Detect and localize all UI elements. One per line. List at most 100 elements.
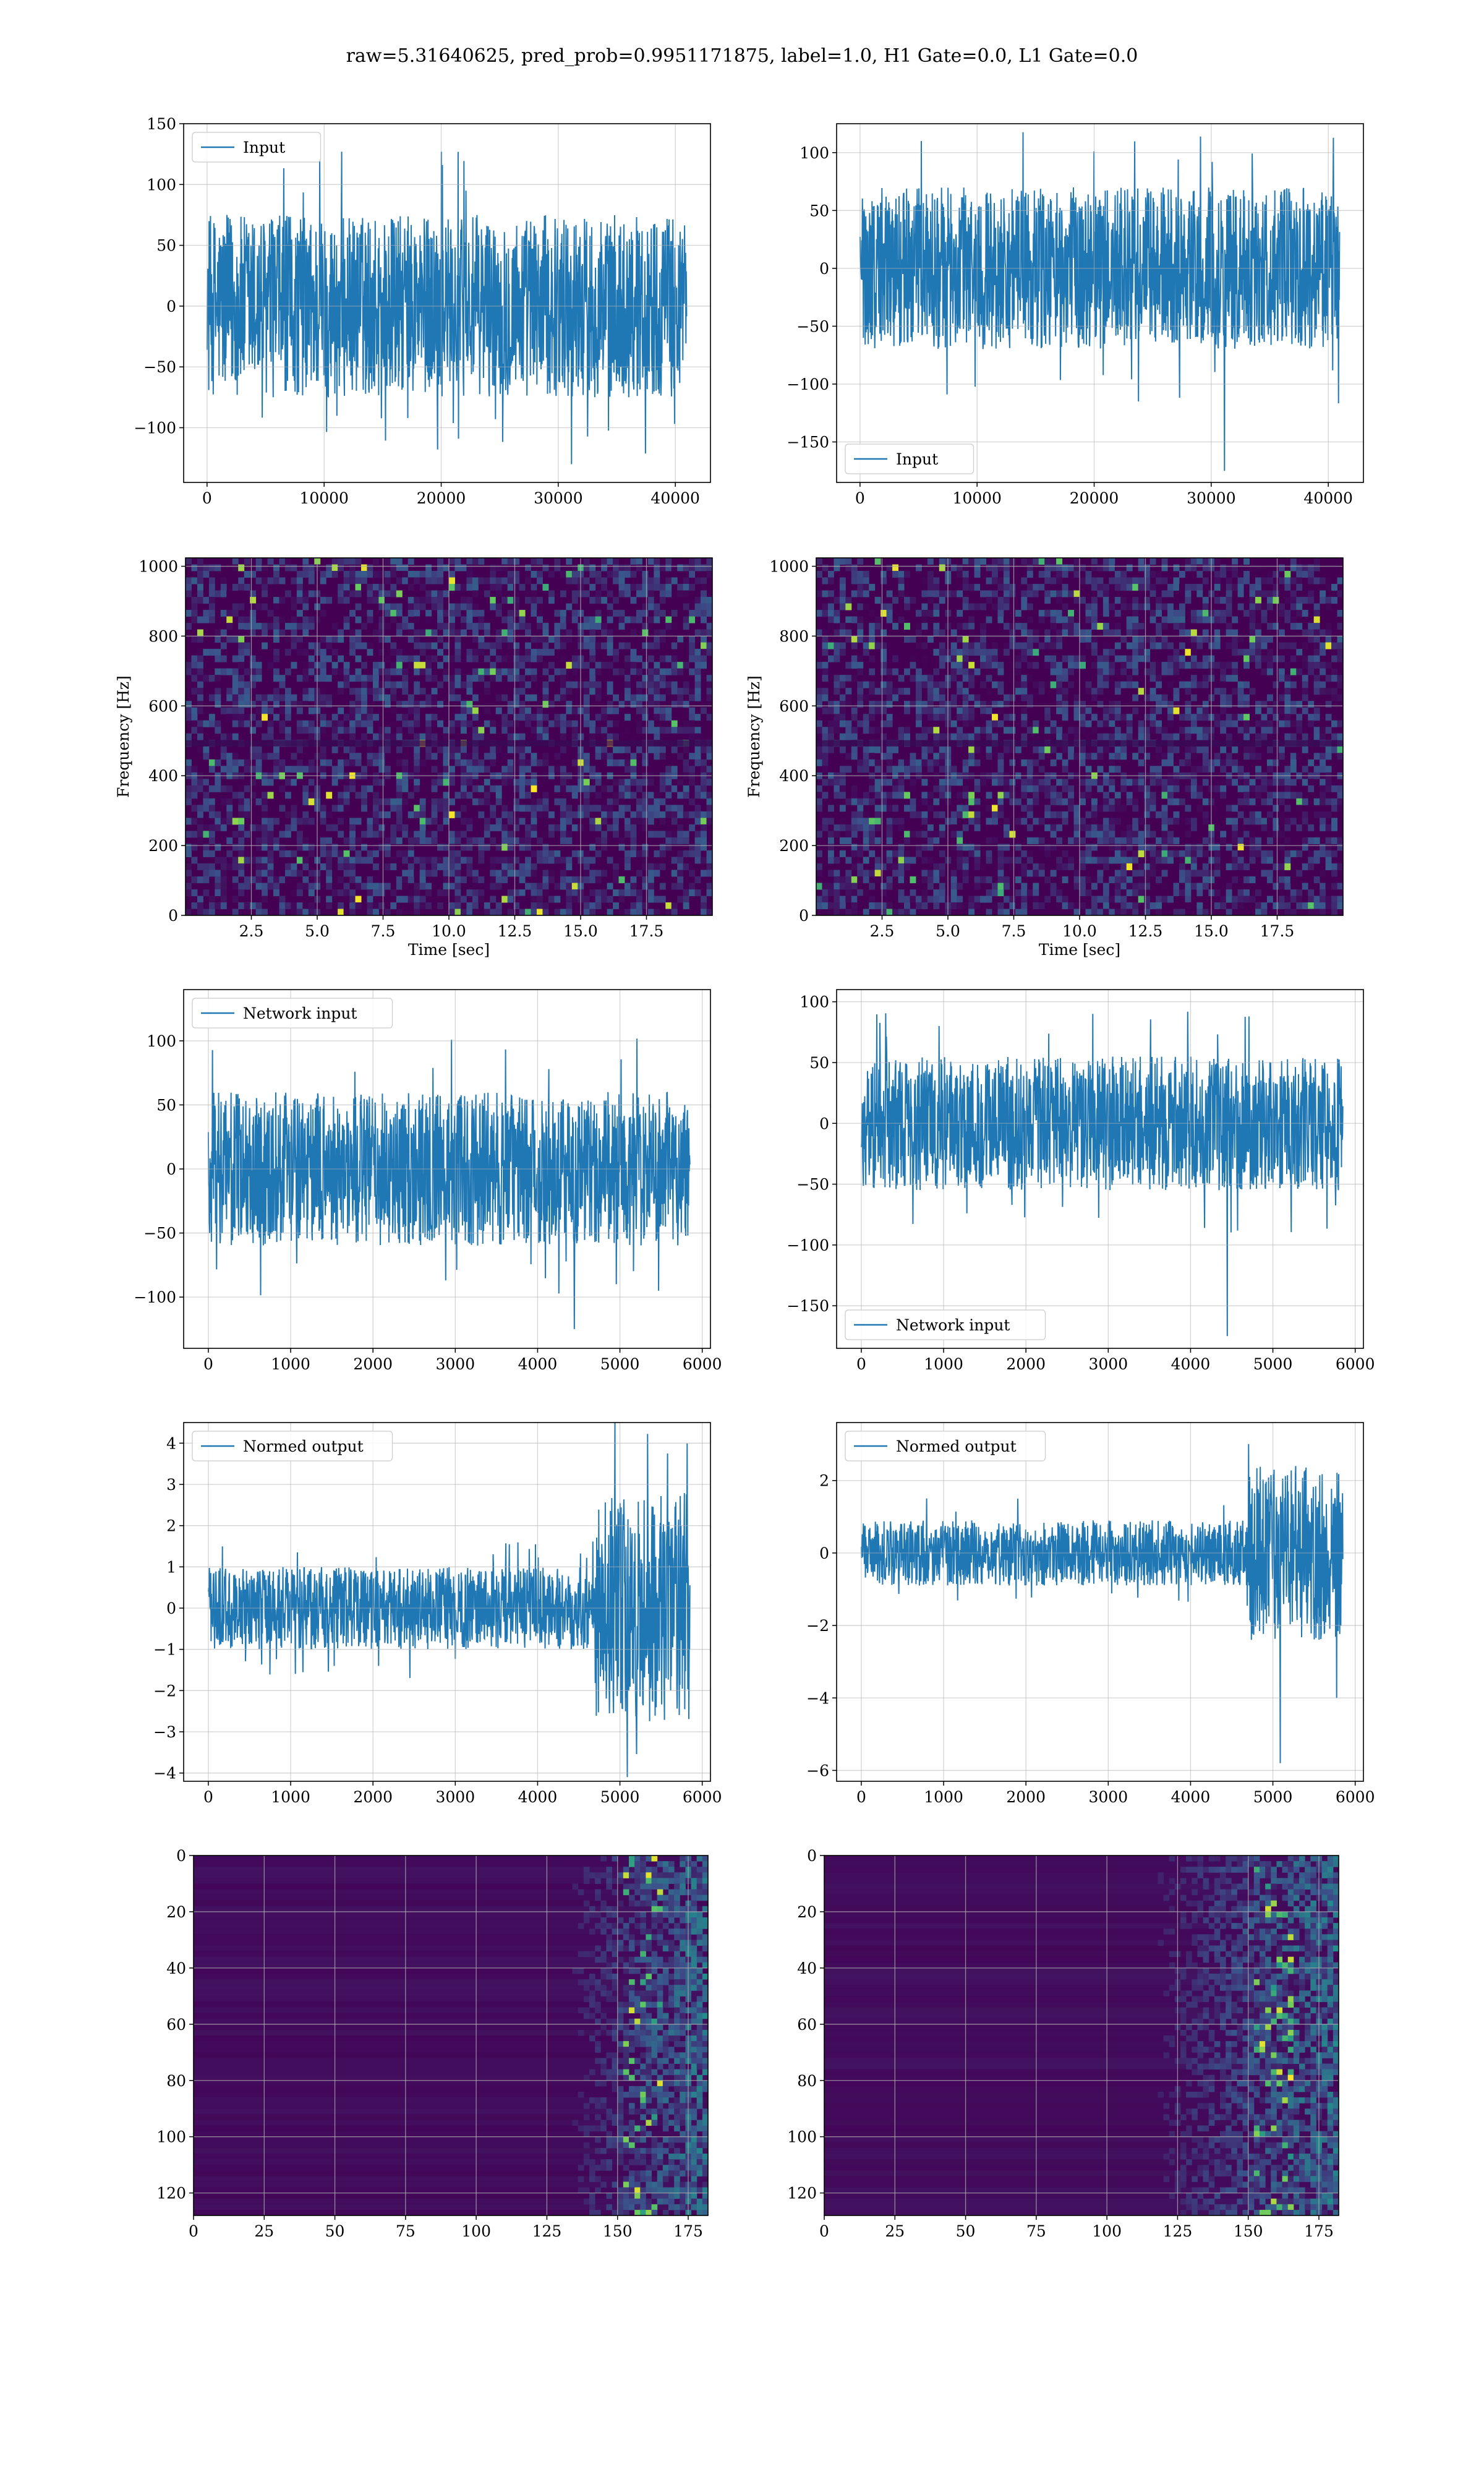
heatmap-cell xyxy=(1114,668,1121,675)
heatmap-cell xyxy=(701,857,707,864)
heatmap-cell xyxy=(839,902,846,909)
heatmap-cell xyxy=(1167,818,1174,825)
heatmap-cell xyxy=(186,909,192,915)
heatmap-cell xyxy=(507,837,514,844)
heatmap-cell xyxy=(1009,603,1016,610)
heatmap-cell xyxy=(647,798,654,805)
heatmap-cell xyxy=(957,681,963,688)
heatmap-cell xyxy=(904,837,910,844)
heatmap-cell xyxy=(1102,863,1109,870)
heatmap-cell xyxy=(1033,681,1039,688)
heatmap-cell xyxy=(910,675,916,682)
heatmap-cell xyxy=(997,701,1004,708)
heatmap-cell xyxy=(349,896,356,903)
heatmap-cell xyxy=(1202,766,1209,773)
heatmap-cell xyxy=(583,642,590,649)
heatmap-cell xyxy=(1044,876,1051,883)
heatmap-cell xyxy=(630,753,637,760)
heatmap-cell xyxy=(208,675,215,682)
heatmap-cell xyxy=(460,564,467,571)
heatmap-cell xyxy=(630,662,637,669)
heatmap-cell xyxy=(460,896,467,903)
heatmap-cell xyxy=(706,694,712,701)
heatmap-cell xyxy=(208,863,215,870)
heatmap-cell xyxy=(501,805,508,812)
heatmap-cell xyxy=(262,694,268,701)
heatmap-cell xyxy=(472,798,479,805)
heatmap-cell xyxy=(513,701,520,708)
heatmap-cell xyxy=(921,779,928,786)
heatmap-cell xyxy=(1114,655,1121,662)
heatmap-cell xyxy=(466,707,473,714)
heatmap-cell xyxy=(244,668,250,675)
heatmap-cell xyxy=(466,909,473,915)
heatmap-cell xyxy=(997,597,1004,604)
heatmap-cell xyxy=(939,694,945,701)
heatmap-cell xyxy=(501,714,508,721)
heatmap-cell xyxy=(892,785,899,792)
heatmap-cell xyxy=(284,733,291,740)
heatmap-cell xyxy=(1056,701,1063,708)
heatmap-cell xyxy=(472,837,479,844)
heatmap-cell xyxy=(262,603,268,610)
heatmap-cell xyxy=(349,857,356,864)
heatmap-cell xyxy=(437,779,444,786)
heatmap-cell xyxy=(250,876,257,883)
heatmap-cell xyxy=(957,707,963,714)
heatmap-cell xyxy=(706,558,712,565)
heatmap-cell xyxy=(706,883,712,890)
heatmap-cell xyxy=(425,668,432,675)
heatmap-cell xyxy=(1179,883,1185,890)
legend-label: Input xyxy=(243,139,285,156)
heatmap-cell xyxy=(1185,727,1192,734)
heatmap-cell xyxy=(308,707,315,714)
heatmap-cell xyxy=(215,694,221,701)
heatmap-cell xyxy=(326,896,333,903)
heatmap-cell xyxy=(665,779,672,786)
heatmap-cell xyxy=(226,688,233,695)
heatmap-cell xyxy=(566,629,573,636)
heatmap-cell xyxy=(191,727,198,734)
heatmap-cell xyxy=(367,564,373,571)
heatmap-cell xyxy=(827,720,834,727)
heatmap-cell xyxy=(232,701,239,708)
heatmap-cell xyxy=(1220,571,1227,578)
heatmap-cell xyxy=(939,590,945,597)
heatmap-cell xyxy=(857,824,864,831)
heatmap-cell xyxy=(571,896,578,903)
heatmap-cell xyxy=(542,798,549,805)
heatmap-cell xyxy=(583,863,590,870)
heatmap-cell xyxy=(694,603,701,610)
heatmap-cell xyxy=(507,896,514,903)
heatmap-cell xyxy=(1185,564,1192,571)
heatmap-cell xyxy=(1190,714,1197,721)
heatmap-cell xyxy=(419,577,426,584)
heatmap-cell xyxy=(1120,805,1127,812)
heatmap-cell xyxy=(997,681,1004,688)
heatmap-cell xyxy=(647,831,654,838)
heatmap-cell xyxy=(1161,824,1168,831)
heatmap-cell xyxy=(950,590,957,597)
heatmap-cell xyxy=(1132,668,1139,675)
heatmap-cell xyxy=(571,662,578,669)
heatmap-cell xyxy=(466,610,473,617)
heatmap-cell xyxy=(851,883,858,890)
heatmap-cell xyxy=(1196,590,1203,597)
heatmap-cell xyxy=(232,863,239,870)
heatmap-cell xyxy=(1190,766,1197,773)
heatmap-cell xyxy=(904,863,910,870)
heatmap-cell xyxy=(1114,792,1121,799)
heatmap-cell xyxy=(1173,766,1180,773)
heatmap-cell xyxy=(267,662,274,669)
heatmap-cell xyxy=(1126,883,1133,890)
heatmap-cell xyxy=(507,909,514,915)
heatmap-cell xyxy=(191,876,198,883)
heatmap-cell xyxy=(816,558,822,565)
heatmap-cell xyxy=(607,688,613,695)
heatmap-cell xyxy=(665,902,672,909)
heatmap-cell xyxy=(827,870,834,877)
heatmap-cell xyxy=(834,824,840,831)
heatmap-cell xyxy=(531,675,537,682)
heatmap-cell xyxy=(1126,798,1133,805)
heatmap-cell xyxy=(215,655,221,662)
